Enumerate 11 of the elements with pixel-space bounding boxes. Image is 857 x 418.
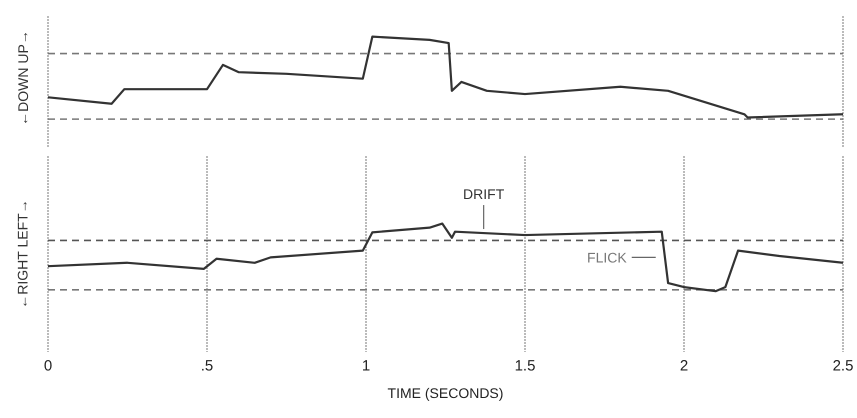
x-tick-label: .5 — [200, 358, 214, 375]
x-tick-label: 0 — [44, 358, 52, 375]
annotation: FLICK — [587, 249, 628, 266]
x-tick-label: 1 — [362, 358, 370, 375]
y-axis-title: ←DOWN UP→ — [15, 30, 32, 126]
x-tick-label: 2.5 — [832, 358, 854, 375]
x-axis-title: TIME (SECONDS) — [388, 385, 504, 401]
x-tick-label: 1.5 — [514, 358, 536, 375]
x-tick-label: 2 — [680, 358, 688, 375]
annotation: DRIFT — [463, 186, 505, 202]
y-axis-title: ←RIGHT LEFT→ — [15, 199, 32, 309]
